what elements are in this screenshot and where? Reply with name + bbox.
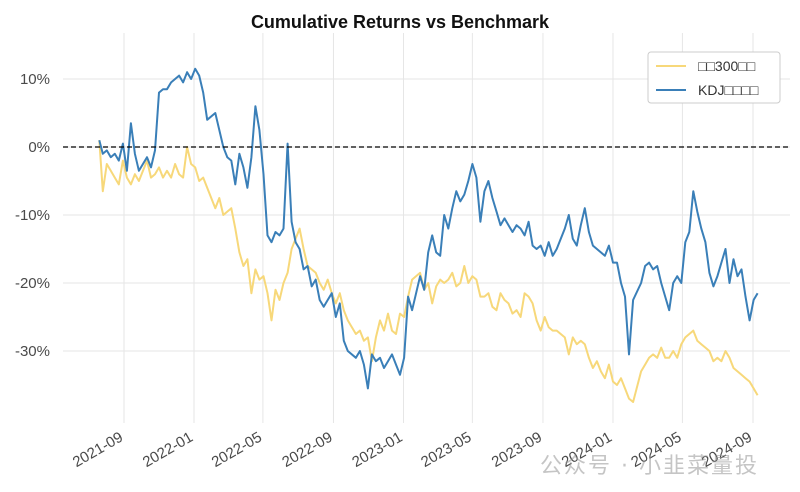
strategy-line <box>98 67 759 390</box>
x-tick-label: 2021-09 <box>70 429 126 471</box>
x-tick-label: 2022-09 <box>279 429 335 471</box>
grid-lines <box>63 33 790 423</box>
legend-label-strategy: KDJ□□□□ <box>698 82 759 98</box>
y-tick-label: -20% <box>15 275 50 292</box>
y-tick-label: 10% <box>20 71 50 88</box>
x-tick-label: 2023-01 <box>349 429 405 471</box>
x-tick-label: 2022-01 <box>140 429 196 471</box>
y-tick-label: -10% <box>15 207 50 224</box>
x-tick-label: 2023-09 <box>489 429 545 471</box>
chart-title: Cumulative Returns vs Benchmark <box>250 12 550 32</box>
legend-label-benchmark: □□300□□ <box>698 58 756 74</box>
series-lines <box>98 67 759 403</box>
x-tick-label: 2023-05 <box>418 429 474 471</box>
y-axis-ticks: 10% 0% -10% -20% -30% <box>15 71 50 360</box>
benchmark-line <box>98 140 759 403</box>
x-tick-label: 2022-05 <box>209 429 265 471</box>
y-tick-label: -30% <box>15 343 50 360</box>
y-tick-label: 0% <box>28 139 50 156</box>
legend: □□300□□ KDJ□□□□ <box>647 51 781 104</box>
watermark: 公众号 · 小韭菜量投 <box>540 454 759 479</box>
